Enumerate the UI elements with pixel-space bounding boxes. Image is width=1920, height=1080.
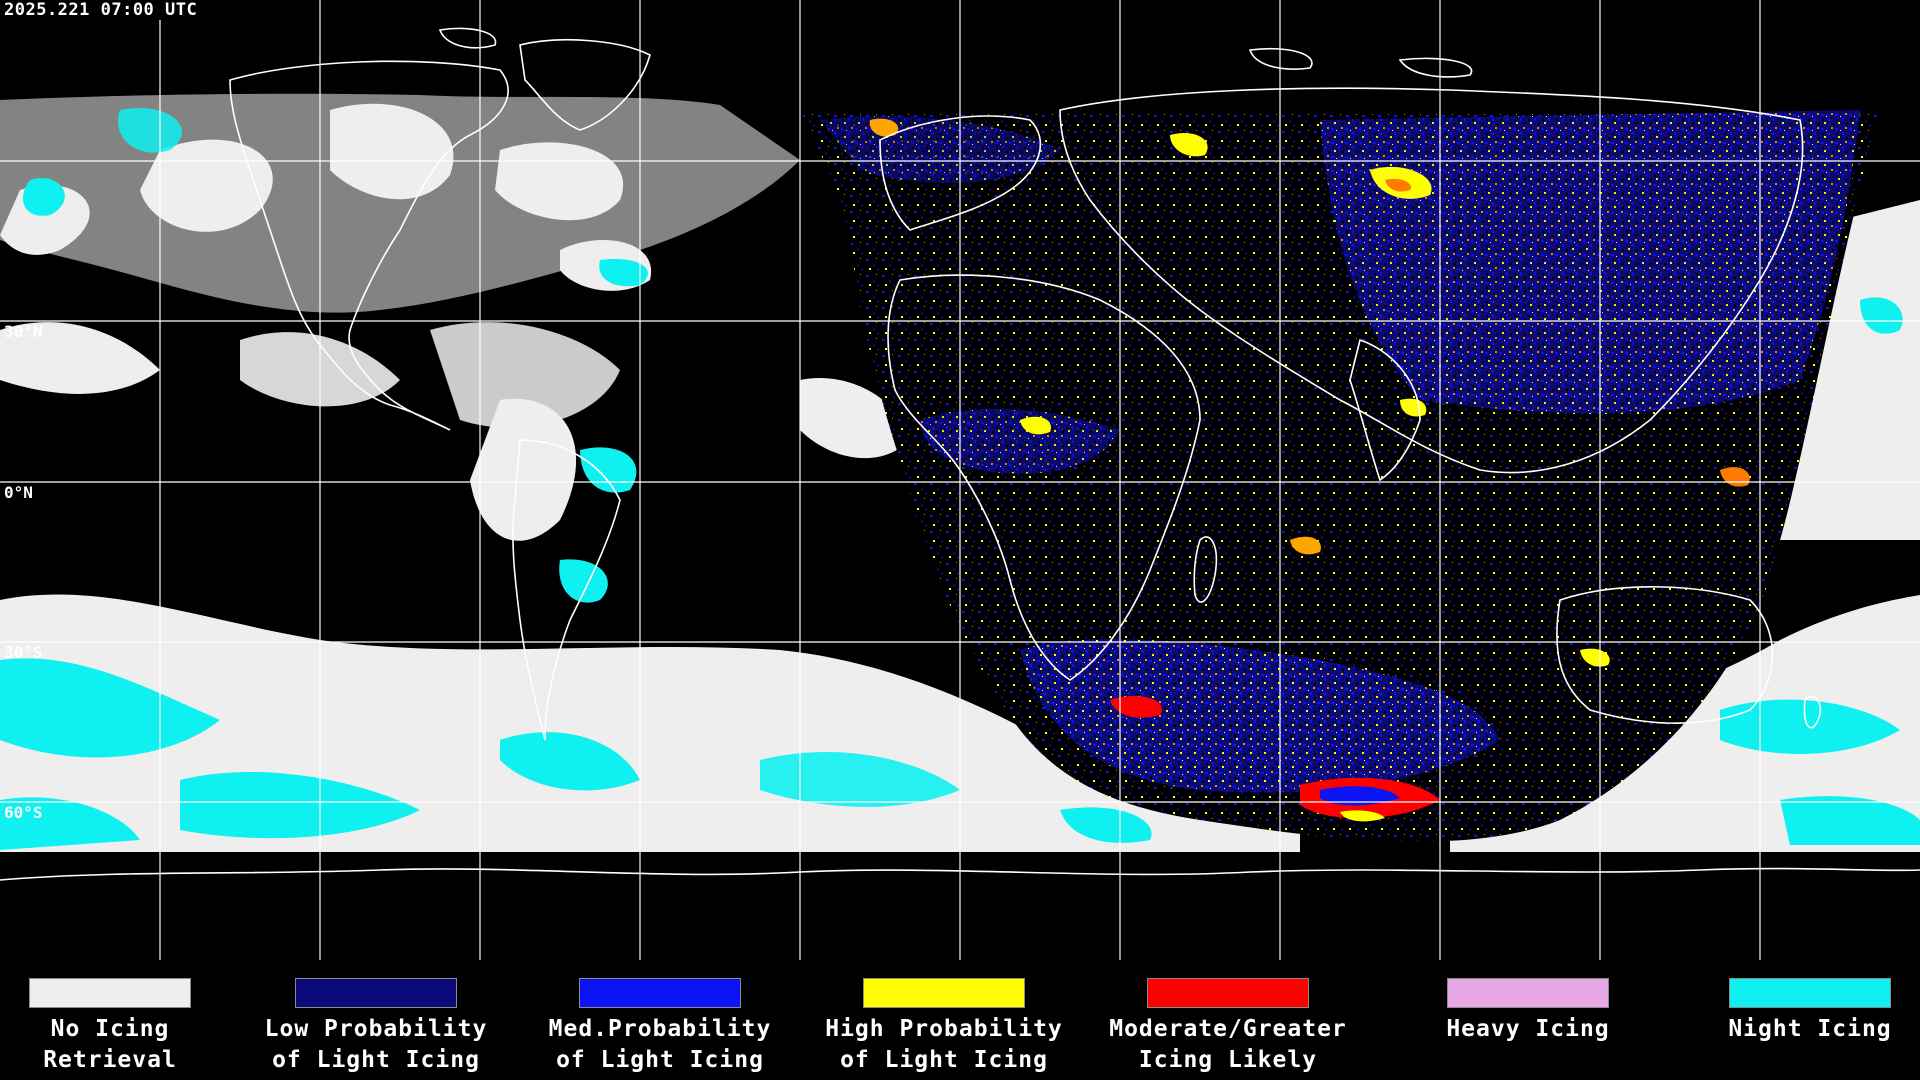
legend-line1: High Probability <box>825 1016 1063 1042</box>
legend-line2: Retrieval <box>43 1047 177 1073</box>
lat-lon-grid <box>0 0 1920 960</box>
legend-line1: Med.Probability <box>548 1016 772 1042</box>
legend-line1: Moderate/Greater <box>1109 1016 1347 1042</box>
legend-item-moderate: Moderate/Greater Icing Likely <box>1098 978 1358 1076</box>
legend-swatch-med-prob <box>579 978 741 1008</box>
lat-label-60s: 60°S <box>4 803 43 822</box>
legend-swatch-heavy <box>1447 978 1609 1008</box>
legend-label-low-prob: Low Probability of Light Icing <box>246 1014 506 1076</box>
timestamp-label: 2025.221 07:00 UTC <box>2 0 200 20</box>
legend-item-no-icing: No Icing Retrieval <box>0 978 240 1076</box>
legend-label-moderate: Moderate/Greater Icing Likely <box>1098 1014 1358 1076</box>
coastlines <box>0 27 1920 881</box>
legend-line2: of Light Icing <box>556 1047 764 1073</box>
legend-line1: Heavy Icing <box>1446 1016 1610 1042</box>
legend-item-heavy: Heavy Icing <box>1398 978 1658 1045</box>
lat-label-0n: 0°N <box>4 483 33 502</box>
legend: No Icing Retrieval Low Probability of Li… <box>0 960 1920 1080</box>
legend-swatch-night <box>1729 978 1891 1008</box>
lat-label-30n: 30°N <box>4 322 43 341</box>
map-canvas <box>0 0 1920 960</box>
legend-label-no-icing: No Icing Retrieval <box>0 1014 240 1076</box>
legend-swatch-no-icing <box>29 978 191 1008</box>
icing-map: 2025.221 07:00 UTC 30°N 0°N 30°S 60°S <box>0 0 1920 960</box>
legend-item-high-prob: High Probability of Light Icing <box>814 978 1074 1076</box>
legend-line1: Low Probability <box>264 1016 488 1042</box>
legend-swatch-low-prob <box>295 978 457 1008</box>
legend-item-low-prob: Low Probability of Light Icing <box>246 978 506 1076</box>
legend-line2: Icing Likely <box>1138 1047 1318 1073</box>
legend-label-night: Night Icing <box>1680 1014 1920 1045</box>
legend-line2: of Light Icing <box>840 1047 1048 1073</box>
legend-item-night: Night Icing <box>1680 978 1920 1045</box>
legend-label-heavy: Heavy Icing <box>1398 1014 1658 1045</box>
legend-item-med-prob: Med.Probability of Light Icing <box>530 978 790 1076</box>
icing-retrieval-region <box>800 110 1880 842</box>
legend-label-med-prob: Med.Probability of Light Icing <box>530 1014 790 1076</box>
legend-swatch-moderate <box>1147 978 1309 1008</box>
legend-swatch-high-prob <box>863 978 1025 1008</box>
legend-line2: of Light Icing <box>272 1047 480 1073</box>
legend-label-high-prob: High Probability of Light Icing <box>814 1014 1074 1076</box>
legend-line1: No Icing <box>50 1016 170 1042</box>
legend-line1: Night Icing <box>1728 1016 1892 1042</box>
lat-label-30s: 30°S <box>4 643 43 662</box>
